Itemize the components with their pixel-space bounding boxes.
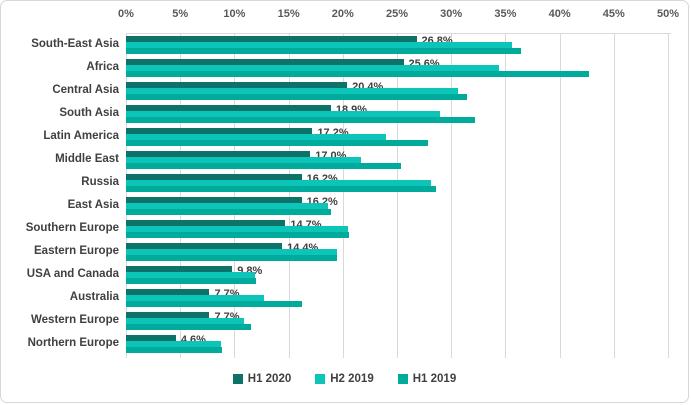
category-label-south-asia: South Asia bbox=[59, 107, 119, 119]
bar-h1-2019-australia bbox=[126, 301, 302, 307]
bar-h1-2020-east-asia bbox=[126, 197, 302, 203]
x-tick-45%: 45% bbox=[602, 8, 625, 20]
gridline-5% bbox=[180, 33, 182, 358]
bar-h1-2020-northern-europe bbox=[126, 335, 176, 341]
bar-h1-2020-south-east-asia bbox=[126, 36, 417, 42]
legend-item-h2-2019: H2 2019 bbox=[315, 373, 374, 385]
gridline-40% bbox=[559, 33, 561, 358]
x-tick-30%: 30% bbox=[440, 8, 463, 20]
bar-h1-2020-russia bbox=[126, 174, 302, 180]
category-label-central-asia: Central Asia bbox=[52, 84, 119, 96]
legend-label-h2-2019: H2 2019 bbox=[330, 373, 374, 385]
bar-h2-2019-southern-europe bbox=[126, 226, 349, 232]
bar-h1-2019-southern-europe bbox=[126, 232, 350, 238]
category-label-latin-america: Latin America bbox=[43, 130, 119, 142]
legend-swatch-h1-2019 bbox=[397, 374, 408, 384]
gridline-0% bbox=[126, 33, 127, 358]
x-tick-5%: 5% bbox=[172, 8, 189, 20]
bar-h1-2019-latin-america bbox=[126, 140, 429, 146]
legend: H1 2020 H2 2019 H1 2019 bbox=[1, 373, 688, 385]
legend-item-h1-2019: H1 2019 bbox=[397, 373, 457, 385]
category-label-eastern-europe: Eastern Europe bbox=[34, 245, 119, 257]
legend-swatch-h1-2020 bbox=[232, 374, 243, 384]
bar-h1-2020-australia bbox=[126, 289, 210, 295]
bar-h1-2019-northern-europe bbox=[126, 347, 223, 353]
category-label-northern-europe: Northern Europe bbox=[27, 337, 119, 349]
bar-h1-2020-central-asia bbox=[126, 82, 348, 88]
category-label-western-europe: Western Europe bbox=[31, 314, 119, 326]
category-label-southern-europe: Southern Europe bbox=[25, 222, 119, 234]
bar-h1-2019-eastern-europe bbox=[126, 255, 338, 261]
gridline-10% bbox=[234, 33, 236, 358]
bar-h1-2020-latin-america bbox=[126, 128, 313, 134]
category-label-middle-east: Middle East bbox=[55, 153, 119, 165]
bar-h2-2019-south-east-asia bbox=[126, 42, 512, 48]
bar-h1-2019-middle-east bbox=[126, 163, 402, 169]
bar-h1-2020-south-asia bbox=[126, 105, 331, 111]
bar-h1-2020-africa bbox=[126, 59, 404, 65]
bar-h1-2020-usa-and-canada bbox=[126, 266, 233, 272]
bar-h1-2019-western-europe bbox=[126, 324, 251, 330]
category-label-australia: Australia bbox=[69, 291, 119, 303]
bar-h2-2019-russia bbox=[126, 180, 431, 186]
bar-h2-2019-central-asia bbox=[126, 88, 458, 94]
x-tick-20%: 20% bbox=[331, 8, 354, 20]
x-tick-35%: 35% bbox=[494, 8, 517, 20]
bar-h2-2019-east-asia bbox=[126, 203, 328, 209]
x-tick-40%: 40% bbox=[548, 8, 571, 20]
bar-h1-2019-usa-and-canada bbox=[126, 278, 257, 284]
category-label-south-east-asia: South-East Asia bbox=[31, 38, 119, 50]
bar-h1-2019-central-asia bbox=[126, 94, 468, 100]
legend-item-h1-2020: H1 2020 bbox=[232, 373, 292, 385]
bar-h1-2020-southern-europe bbox=[126, 220, 286, 226]
bar-h1-2020-western-europe bbox=[126, 312, 210, 318]
x-axis-line bbox=[126, 33, 671, 34]
x-tick-25%: 25% bbox=[385, 8, 409, 20]
legend-swatch-h2-2019 bbox=[315, 374, 326, 384]
x-tick-15%: 15% bbox=[277, 8, 300, 20]
bar-h1-2019-russia bbox=[126, 186, 437, 192]
bar-h2-2019-south-asia bbox=[126, 111, 441, 117]
bar-h2-2019-africa bbox=[126, 65, 499, 71]
bar-h2-2019-australia bbox=[126, 295, 264, 301]
bar-h2-2019-eastern-europe bbox=[126, 249, 338, 255]
gridline-45% bbox=[613, 33, 615, 358]
bar-h1-2019-south-asia bbox=[126, 117, 476, 123]
bar-h2-2019-latin-america bbox=[126, 134, 387, 140]
x-tick-10%: 10% bbox=[223, 8, 246, 20]
gridline-30% bbox=[451, 33, 453, 358]
legend-label-h1-2020: H1 2020 bbox=[247, 373, 292, 385]
x-tick-50%: 50% bbox=[656, 8, 680, 20]
bar-h1-2020-eastern-europe bbox=[126, 243, 283, 249]
bar-h1-2019-south-east-asia bbox=[126, 48, 521, 54]
category-label-east-asia: East Asia bbox=[67, 199, 119, 211]
bar-h1-2019-africa bbox=[126, 71, 589, 77]
category-label-russia: Russia bbox=[81, 176, 119, 188]
bar-h1-2019-east-asia bbox=[126, 209, 331, 215]
x-tick-0%: 0% bbox=[118, 8, 134, 20]
gridline-50% bbox=[668, 33, 669, 358]
bar-h2-2019-middle-east bbox=[126, 157, 362, 163]
legend-label-h1-2019: H1 2019 bbox=[412, 373, 457, 385]
bar-h1-2020-middle-east bbox=[126, 151, 311, 157]
bar-h2-2019-usa-and-canada bbox=[126, 272, 255, 278]
category-label-africa: Africa bbox=[86, 61, 119, 73]
bar-h2-2019-western-europe bbox=[126, 318, 245, 324]
gridline-25% bbox=[397, 33, 398, 358]
bar-h2-2019-northern-europe bbox=[126, 341, 222, 347]
gridline-20% bbox=[342, 33, 344, 358]
category-label-usa-and-canada: USA and Canada bbox=[26, 268, 119, 280]
gridline-35% bbox=[505, 33, 507, 358]
gridline-15% bbox=[288, 33, 290, 358]
